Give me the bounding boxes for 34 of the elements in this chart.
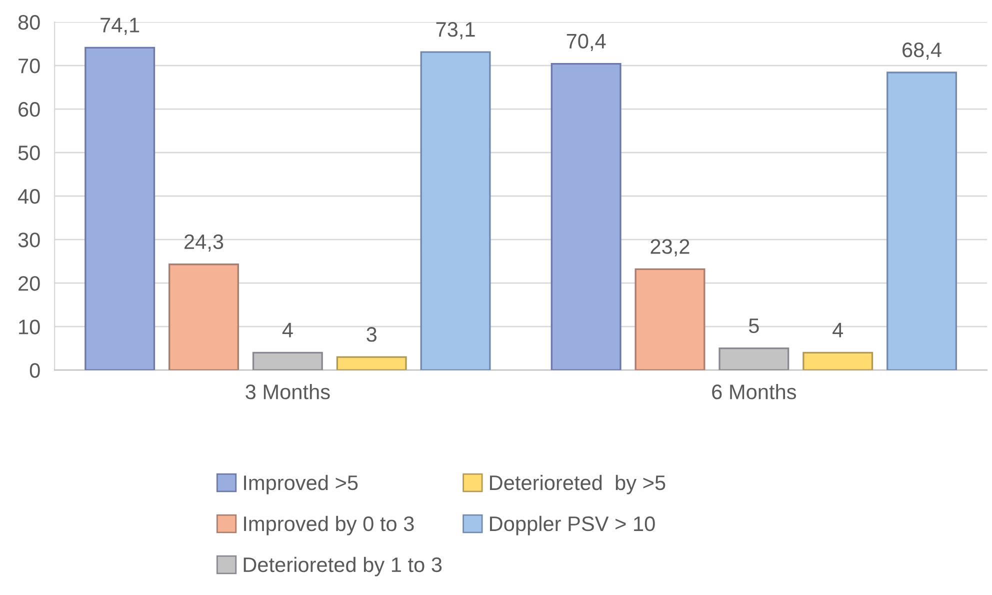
legend-label: Improved by 0 to 3: [244, 516, 414, 536]
bar: [336, 356, 407, 370]
bar: [802, 352, 874, 370]
data-label: 70,4: [566, 34, 606, 52]
y-tick-label: 20: [18, 276, 40, 291]
y-tick-label: 30: [18, 232, 40, 248]
x-tick-label: 3 Months: [246, 384, 330, 400]
data-label: 68,4: [902, 42, 942, 60]
legend-label: Improved >5: [244, 474, 358, 494]
data-label: 73,1: [436, 22, 475, 40]
data-label: 24,3: [184, 234, 224, 252]
y-tick-label: 60: [18, 102, 40, 117]
bar: [420, 51, 491, 370]
bar: [550, 62, 622, 370]
bar: [84, 46, 156, 370]
y-tick-label: 70: [18, 58, 40, 74]
data-label: 5: [748, 318, 759, 334]
data-label: 4: [282, 322, 293, 338]
y-tick-label: 10: [19, 320, 40, 334]
data-label: 74,1: [100, 18, 140, 35]
y-tick-label: 0: [30, 363, 40, 378]
legend-label: Deterioreted by >5: [490, 474, 666, 494]
data-label: 3: [366, 327, 376, 342]
x-tick-label: 6 Months: [712, 384, 796, 400]
bar: [168, 264, 239, 370]
y-tick-label: 80: [18, 15, 40, 30]
bar: [634, 268, 706, 370]
data-label: 23,2: [650, 239, 690, 256]
y-tick-label: 40: [18, 189, 40, 204]
legend-label: Doppler PSV > 10: [490, 516, 655, 536]
y-tick-label: 50: [18, 146, 40, 160]
data-label: 4: [832, 322, 844, 338]
legend-label: Deterioreted by 1 to 3: [244, 556, 442, 576]
bar: [886, 72, 958, 370]
